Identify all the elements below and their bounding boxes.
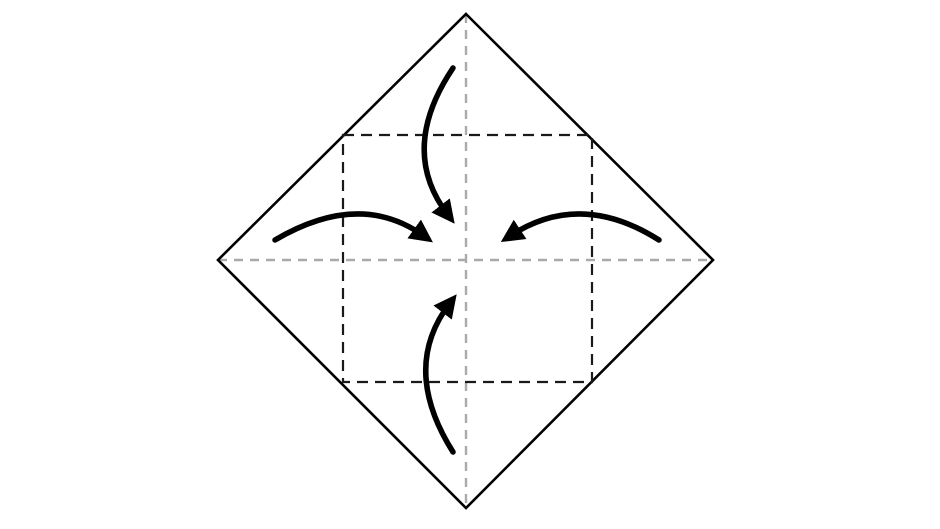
fold-arrow-left xyxy=(272,211,433,243)
fold-arrow-top xyxy=(421,65,456,224)
fold-arrow-bottom xyxy=(423,294,457,455)
paper-outline xyxy=(216,12,715,510)
fold-arrow-right xyxy=(500,211,662,243)
valley-fold-square xyxy=(341,133,594,384)
